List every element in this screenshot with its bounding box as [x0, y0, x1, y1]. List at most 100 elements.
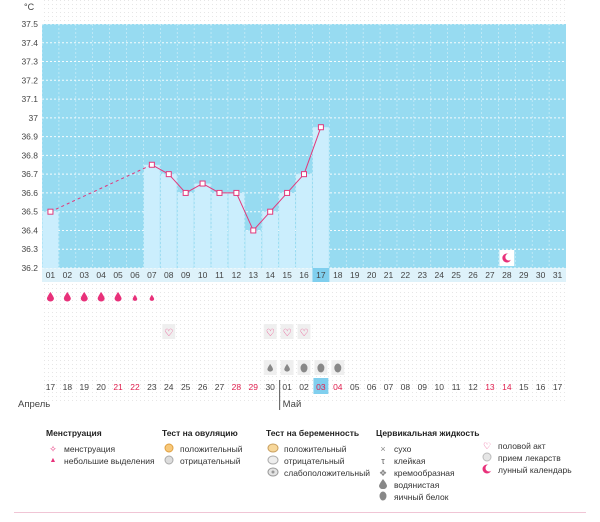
cycle-day-label: 11: [452, 382, 461, 392]
legend-title: Тест на беременность: [266, 428, 360, 438]
y-tick-label: 37.4: [21, 38, 38, 48]
cycle-day-label: 05: [350, 382, 360, 392]
temperature-point: [267, 208, 274, 215]
temperature-point: [199, 180, 206, 187]
menstruation-drop-icon: ✧: [49, 444, 57, 454]
temperature-bars: [42, 127, 329, 268]
x-tick-label: 13: [249, 270, 259, 280]
temperature-line-segment: [168, 173, 187, 194]
bottom-divider: [14, 512, 586, 513]
x-tick-label: 14: [265, 270, 275, 280]
legend-item: менструация: [64, 444, 116, 454]
cycle-day-label: 30: [265, 382, 275, 392]
menstruation-marker: [97, 292, 105, 302]
temperature-line-segment: [50, 164, 153, 213]
spotting-drop-icon: ▲: [49, 457, 57, 464]
y-tick-label: 36.4: [21, 225, 38, 235]
sticky-icon: τ: [381, 456, 385, 466]
cycle-day-label: 17: [46, 382, 56, 392]
legend-item: половой акт: [498, 441, 546, 451]
legend-item: положительный: [180, 444, 243, 454]
x-tick-label: 29: [519, 270, 529, 280]
cervical-watery-marker: [267, 364, 273, 372]
highlight-day: [312, 268, 330, 282]
cervical-egg-white-marker: [334, 363, 342, 373]
legend-item: яичный белок: [394, 492, 449, 502]
temperature-bar: [296, 174, 312, 268]
legend-item: отрицательный: [180, 456, 241, 466]
legend-other: ♡ половой акт прием лекарств лунный кален…: [480, 440, 572, 476]
cycle-day-label: 24: [164, 382, 174, 392]
x-tick-label: 23: [418, 270, 428, 280]
temperature-bar: [160, 174, 177, 268]
cycle-day-label: 12: [468, 382, 478, 392]
chart-markers-area: [42, 282, 566, 402]
temperature-bar: [262, 211, 279, 268]
cycle-day-labels: 17 18 19 20 21 22 23 24 25 26 27 28 29 30 01 02 03 04 05 06…: [46, 378, 563, 394]
y-tick-label: 37.1: [21, 94, 38, 104]
dry-icon: ×: [380, 444, 386, 454]
x-tick-label: 28: [502, 270, 512, 280]
legend-item: слабоположительный: [284, 468, 370, 478]
cycle-day-label: 03: [316, 382, 326, 392]
chart-top-area: [42, 0, 566, 24]
cycle-day-label: 06: [367, 382, 377, 392]
temperature-point: [47, 208, 54, 215]
temperature-point: [182, 189, 189, 196]
legend-cervical: Цервикальная жидкость × сухо τ клейкая ❖ кр…: [376, 428, 479, 503]
x-tick-label: 05: [113, 270, 123, 280]
temperature-line-segment: [303, 127, 322, 175]
temperature-line-segment: [286, 173, 305, 194]
intercourse-heart-icon: ♡: [482, 441, 492, 451]
y-tick-label: 36.3: [21, 244, 38, 254]
menstruation-marker: [80, 292, 88, 302]
current-cycle-day-cell: [313, 378, 329, 394]
x-tick-label: 04: [96, 270, 106, 280]
ovulation-negative-icon: [162, 455, 176, 467]
cycle-day-label: 19: [80, 382, 90, 392]
spotting-marker: [132, 294, 138, 301]
x-tick-label: 15: [282, 270, 292, 280]
legend-item: водянистая: [394, 480, 440, 490]
watery-drop-icon: [376, 479, 390, 491]
temperature-point: [317, 124, 324, 131]
temperature-bar: [211, 192, 228, 268]
pregnancy-negative-icon: [266, 455, 280, 467]
legend-item: сухо: [394, 444, 412, 454]
creamy-icon: ❖: [378, 468, 388, 478]
cycle-day-label: 13: [485, 382, 495, 392]
month-label: Апрель: [18, 399, 50, 410]
temperature-point: [233, 189, 240, 196]
cycle-day-label: 18: [63, 382, 73, 392]
x-tick-label: 12: [232, 270, 242, 280]
x-tick-label: 18: [333, 270, 343, 280]
spotting-marker: [149, 294, 155, 301]
y-tick-label: 36.9: [21, 132, 38, 142]
cycle-day-label: 10: [434, 382, 444, 392]
x-tick-label: 08: [164, 270, 174, 280]
temperature-bar: [42, 211, 59, 268]
cycle-day-label: 09: [418, 382, 428, 392]
y-tick-label: 37.2: [21, 75, 38, 85]
intercourse-marker: ♡: [283, 328, 292, 339]
intercourse-marker: ♡: [300, 328, 309, 339]
highlight-day-cell: [312, 268, 330, 282]
marker-cell: [162, 324, 176, 339]
marker-cell: [297, 324, 311, 339]
cycle-day-label: 16: [536, 382, 546, 392]
bbt-chart: °C 37.5 37.4 37.3 37.2 37.1 37 36.9 36.8 36.7 36.…: [18, 0, 566, 410]
temperature-line-segment: [252, 211, 271, 231]
x-tick-label: 30: [536, 270, 546, 280]
legend-item: кремообразная: [394, 468, 455, 478]
y-tick-label: 37.5: [21, 19, 38, 29]
legend-title: Цервикальная жидкость: [376, 428, 480, 438]
x-tick-label: 01: [46, 270, 56, 280]
cycle-day-label: 08: [401, 382, 411, 392]
cycle-day-label: 17: [553, 382, 563, 392]
menstruation-marker: [114, 292, 122, 302]
x-tick-label: 06: [130, 270, 140, 280]
y-tick-label: 36.2: [21, 263, 38, 273]
cycle-day-label: 26: [198, 382, 208, 392]
cycle-day-label: 29: [249, 382, 259, 392]
cycle-day-label: 23: [147, 382, 157, 392]
